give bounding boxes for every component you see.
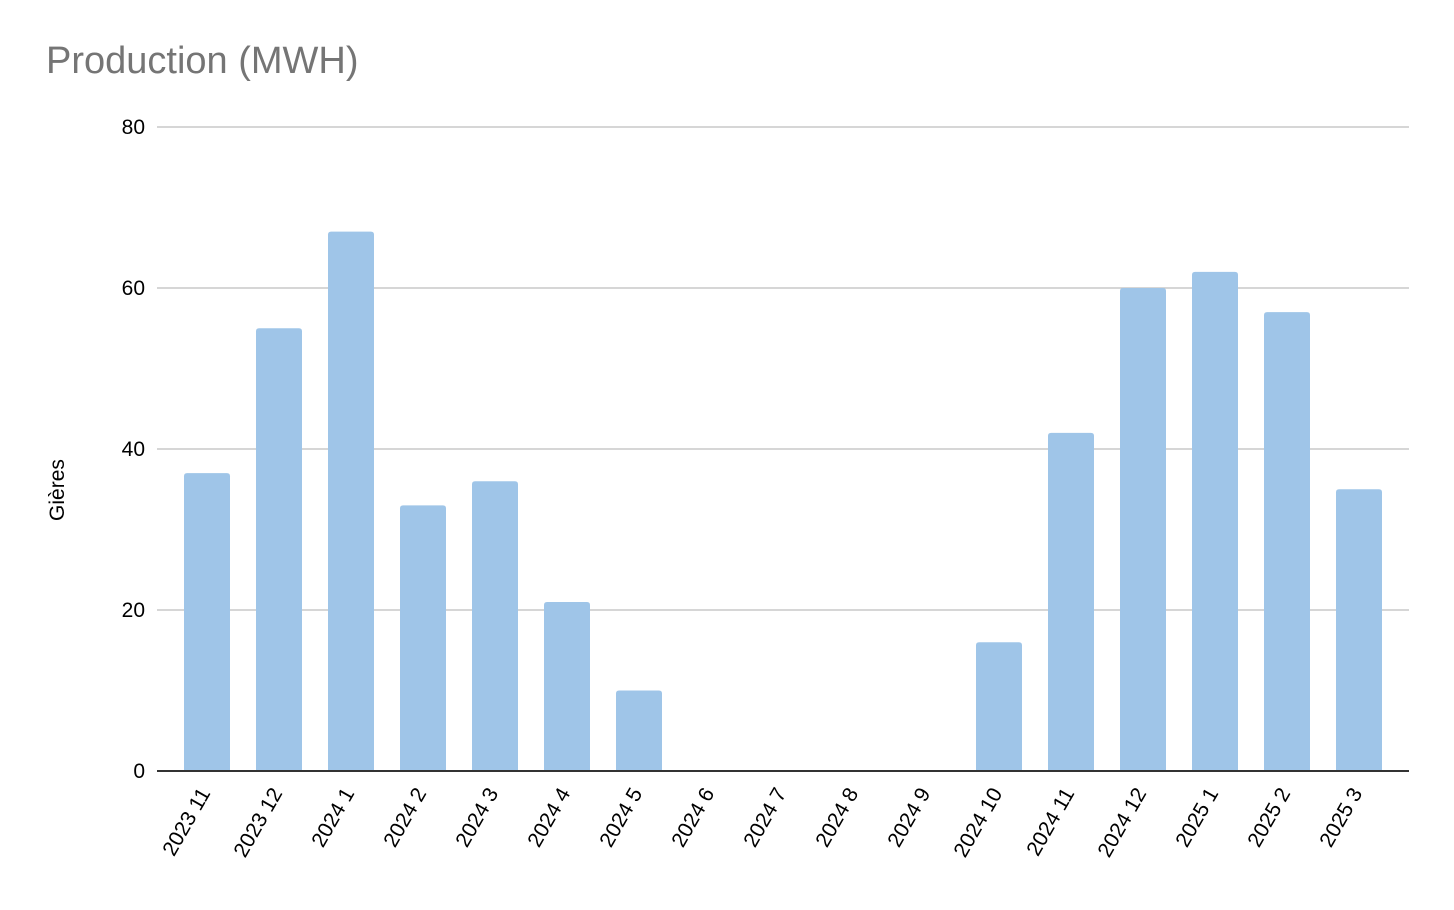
x-tick-label: 2024 7: [739, 784, 791, 851]
x-tick-label: 2023 12: [229, 784, 287, 861]
y-tick-label: 40: [122, 438, 145, 461]
bar: [184, 473, 230, 771]
x-tick-label: 2024 11: [1022, 784, 1079, 860]
bar: [1192, 271, 1238, 771]
x-tick-label: 2024 5: [595, 784, 647, 851]
bar: [328, 231, 374, 771]
bar: [472, 481, 518, 771]
x-tick-label: 2024 10: [949, 784, 1007, 861]
x-tick-label: 2024 2: [379, 784, 431, 851]
x-tick-label: 2024 6: [667, 784, 719, 851]
x-tick-label: 2025 1: [1171, 784, 1223, 851]
x-tick-label: 2024 4: [523, 784, 575, 851]
bar: [400, 505, 446, 771]
y-axis-label: Gières: [46, 459, 69, 521]
y-tick-label: 20: [122, 599, 145, 622]
bar: [1336, 489, 1382, 771]
y-tick-label: 0: [133, 760, 145, 783]
y-tick-label: 80: [122, 116, 145, 139]
bar: [616, 690, 662, 771]
x-tick-label: 2024 1: [307, 784, 359, 851]
x-tick-label: 2024 12: [1093, 784, 1151, 861]
x-tick-label: 2024 3: [451, 784, 503, 851]
bars: [184, 231, 1382, 771]
y-axis-ticks: 0 20 40 60 80: [122, 116, 145, 783]
bar: [544, 601, 590, 771]
x-tick-label: 2025 2: [1243, 784, 1295, 851]
x-tick-label: 2024 9: [883, 784, 935, 851]
x-tick-label: 2025 3: [1315, 784, 1367, 851]
bar: [1264, 312, 1310, 771]
y-tick-label: 60: [122, 277, 145, 300]
bar: [256, 328, 302, 771]
x-tick-label: 2023 11: [158, 784, 215, 860]
bar: [1048, 432, 1094, 771]
bar: [976, 642, 1022, 771]
bar: [1120, 288, 1166, 771]
x-tick-label: 2024 8: [811, 784, 863, 851]
x-axis-ticks: 2023 11 2023 12 2024 1 2024 2 2024 3 2024 4 20…: [158, 784, 1367, 862]
chart-title: Production (MWH): [46, 40, 359, 82]
